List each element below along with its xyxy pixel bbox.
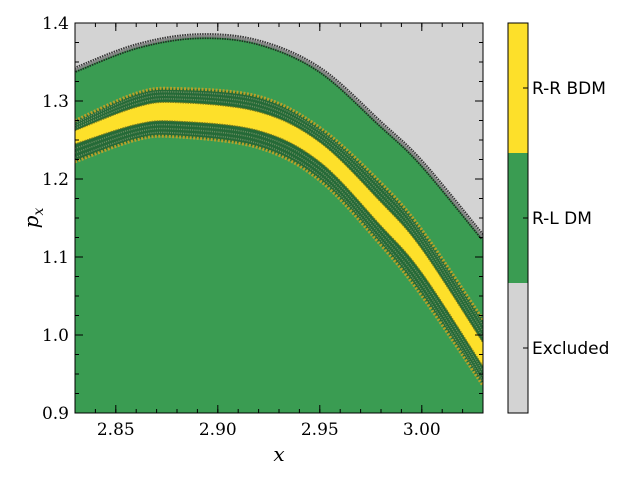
rr-bdm-edge-lower (75, 120, 483, 367)
exclusion-edge-inner (75, 34, 483, 239)
band-texture-lower-1 (75, 127, 483, 377)
plot-regions (75, 23, 483, 413)
y-tick-label: 1.1 (42, 248, 69, 268)
colorbar-label: Excluded (532, 339, 609, 359)
rr-bdm-region (75, 102, 483, 367)
colorbar-segment-excluded (508, 283, 528, 413)
y-axis-title-sub: x (31, 208, 47, 216)
colorbar: R-R BDM R-L DM Excluded (507, 22, 609, 414)
band-texture-upper-2 (75, 98, 483, 338)
x-tick-label: 2.95 (301, 420, 339, 440)
y-tick-label: 1.4 (42, 14, 69, 34)
colorbar-label: R-R BDM (532, 79, 606, 99)
colorbar-label: R-L DM (532, 209, 592, 229)
axes-layer: 2.85 2.90 2.95 3.00 0.9 1.0 1.1 1.2 1.3 1.4 (42, 14, 484, 440)
y-axis-title-main: p (19, 215, 43, 228)
x-tick-label: 2.90 (199, 420, 237, 440)
band-texture-lower-2 (75, 131, 483, 382)
y-tick-label: 1.3 (42, 92, 69, 112)
colorbar-segment-r-r-bdm (508, 23, 528, 153)
y-axis-title: px (19, 208, 47, 229)
band-texture-upper-1 (75, 94, 483, 332)
colorbar-segment-r-l-dm (508, 153, 528, 283)
y-tick-label: 1.0 (42, 326, 69, 346)
transition-edge-upper (75, 86, 483, 321)
band-texture-lower-0 (75, 123, 483, 372)
y-tick-label: 1.2 (42, 170, 69, 190)
rr-bdm-edge-upper (75, 101, 483, 344)
x-axis-title: x (273, 442, 284, 466)
x-tick-label: 3.00 (403, 420, 441, 440)
y-tick-label: 0.9 (42, 404, 69, 424)
band-texture-upper-0 (75, 91, 483, 326)
x-tick-label: 2.85 (97, 420, 135, 440)
